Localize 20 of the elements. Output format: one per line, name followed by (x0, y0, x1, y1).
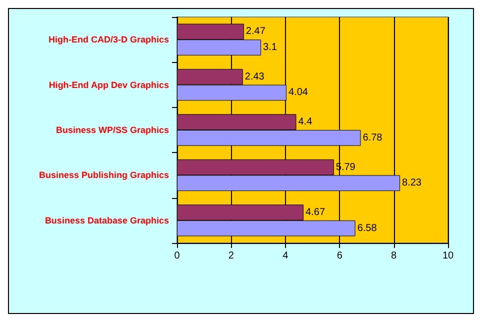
data-label: 4.67 (306, 206, 326, 218)
data-label: 2.43 (244, 71, 265, 82)
x-tick-label: 0 (174, 250, 180, 262)
x-tick-label: 2 (228, 250, 234, 262)
data-label: 6.78 (362, 132, 383, 144)
y-tick-label: Business Publishing Graphics (38, 170, 169, 180)
x-tick-label: 6 (336, 250, 343, 262)
data-label: 6.58 (357, 222, 378, 234)
data-label: 3.1 (263, 42, 278, 54)
data-label: 4.4 (298, 116, 313, 128)
data-label: 4.04 (288, 87, 308, 98)
y-tick-label: Business WP/SS Graphics (56, 125, 169, 135)
x-tick-label: 8 (391, 250, 398, 262)
y-tick-label: High-End CAD/3-D Graphics (48, 34, 169, 45)
x-tick-label: 4 (282, 250, 289, 262)
x-tick-label: 10 (442, 250, 454, 262)
data-label: 8.23 (402, 178, 422, 189)
data-label: 2.47 (246, 26, 266, 38)
y-tick-label: Business Database Graphics (44, 215, 169, 226)
y-tick-label: High-End App Dev Graphics (48, 80, 169, 90)
